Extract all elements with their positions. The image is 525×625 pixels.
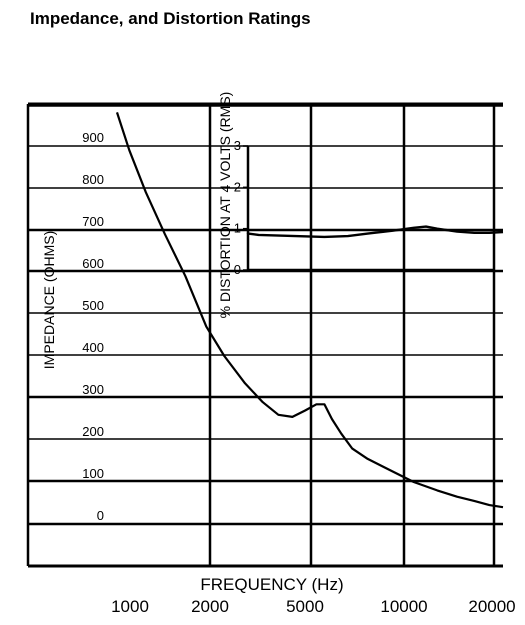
impedance-tick-label: 100 xyxy=(82,466,104,481)
impedance-tick-label: 400 xyxy=(82,340,104,355)
frequency-axis-label: FREQUENCY (Hz) xyxy=(200,575,343,594)
impedance-tick-labels: 0 100 200 300 400 500 600 700 800 900 xyxy=(82,130,104,523)
impedance-tick-label: 600 xyxy=(82,256,104,271)
impedance-tick-label: 700 xyxy=(82,214,104,229)
distortion-tick-label: 0 xyxy=(234,262,241,277)
frequency-tick-label: 20000 xyxy=(468,597,515,616)
frequency-tick-labels: 1000 2000 5000 10000 20000 xyxy=(111,597,516,616)
frequency-tick-label: 5000 xyxy=(286,597,324,616)
impedance-tick-label: 900 xyxy=(82,130,104,145)
impedance-tick-label: 0 xyxy=(97,508,104,523)
impedance-tick-label: 200 xyxy=(82,424,104,439)
frequency-tick-label: 1000 xyxy=(111,597,149,616)
frequency-tick-label: 2000 xyxy=(191,597,229,616)
curves xyxy=(115,112,504,509)
impedance-tick-label: 500 xyxy=(82,298,104,313)
distortion-axis-label: % DISTORTION AT 4 VOLTS (RMS) xyxy=(217,92,233,319)
chart-title: Impedance, and Distortion Ratings xyxy=(30,9,311,28)
impedance-tick-label: 300 xyxy=(82,382,104,397)
impedance-tick-label: 800 xyxy=(82,172,104,187)
grid xyxy=(26,102,503,568)
distortion-inset: 0 1 2 3 xyxy=(234,138,494,277)
frequency-tick-label: 10000 xyxy=(380,597,427,616)
impedance-axis-label: IMPEDANCE (OHMS) xyxy=(41,231,57,369)
impedance-curve xyxy=(115,112,504,509)
distortion-tick-label: 1 xyxy=(234,221,241,236)
distortion-tick-label: 3 xyxy=(234,138,241,153)
distortion-curve xyxy=(246,225,504,239)
distortion-tick-label: 2 xyxy=(234,179,241,194)
